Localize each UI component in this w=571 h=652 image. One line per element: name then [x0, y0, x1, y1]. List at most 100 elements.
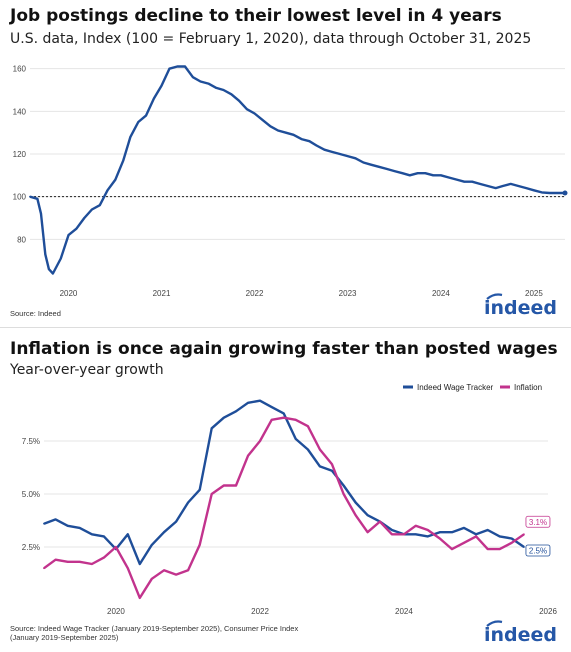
data-point [323, 148, 326, 151]
data-point [401, 172, 404, 175]
data-point [424, 172, 427, 175]
data-point [463, 527, 465, 529]
svg-text:indeed: indeed [484, 624, 557, 646]
data-point [138, 596, 141, 599]
data-point [210, 427, 213, 430]
data-point [339, 153, 341, 155]
data-point [439, 174, 442, 177]
data-point [285, 131, 287, 134]
data-point [282, 412, 285, 415]
y-tick-label: 80 [17, 235, 26, 244]
x-tick-label: 2024 [395, 607, 413, 616]
end-point-marker [562, 190, 568, 196]
data-point [346, 155, 349, 158]
data-point [486, 185, 489, 187]
data-point [294, 437, 297, 440]
data-point [426, 535, 429, 538]
data-point [523, 546, 525, 548]
data-point [475, 535, 477, 538]
data-point [319, 465, 321, 468]
data-point [366, 531, 369, 534]
data-point [29, 195, 31, 198]
data-point [150, 543, 153, 546]
data-point [414, 533, 417, 536]
data-point [451, 548, 453, 551]
data-point [354, 501, 357, 504]
data-point [115, 546, 117, 548]
chart-panel-inflation-wages: Inflation is once again growing faster t… [0, 330, 571, 652]
data-point [52, 272, 54, 275]
data-point [67, 234, 70, 236]
data-point [426, 529, 429, 531]
data-point [486, 548, 489, 551]
data-point [122, 159, 125, 162]
data-point [390, 529, 393, 531]
data-point [259, 399, 261, 402]
data-point [163, 531, 165, 534]
data-point [525, 187, 528, 190]
data-point [294, 418, 297, 421]
data-point [210, 493, 213, 495]
data-point [277, 129, 279, 132]
svg-text:indeed: indeed [484, 297, 557, 319]
data-point [207, 82, 210, 85]
data-point [187, 569, 189, 572]
data-point [66, 560, 69, 563]
data-point [199, 80, 202, 83]
chart-source: Source: Indeed Wage Tracker (January 201… [10, 624, 299, 642]
series-line [29, 65, 565, 275]
data-point [247, 454, 249, 457]
legend-label: Inflation [514, 383, 542, 392]
data-point [235, 410, 237, 413]
y-tick-label: 120 [13, 150, 27, 159]
data-point [78, 527, 81, 529]
y-tick-label: 160 [13, 65, 27, 74]
data-point [509, 182, 512, 185]
data-point [145, 114, 147, 117]
data-point [59, 257, 62, 260]
y-tick-label: 100 [13, 193, 27, 202]
data-point [498, 548, 501, 551]
data-point [40, 212, 42, 215]
data-point [36, 197, 39, 200]
data-point [315, 144, 318, 147]
data-point [478, 182, 481, 185]
data-point [75, 227, 78, 230]
data-point [292, 133, 295, 136]
data-point [510, 541, 513, 544]
x-tick-label: 2026 [539, 607, 557, 616]
x-tick-label: 2020 [60, 289, 78, 298]
data-point [307, 425, 309, 428]
legend-label: Indeed Wage Tracker [417, 383, 494, 392]
data-point [331, 150, 333, 153]
data-point [126, 567, 129, 570]
data-point [378, 165, 380, 168]
data-point [475, 533, 477, 536]
end-value-box [525, 515, 551, 528]
data-point [307, 448, 309, 451]
data-point [366, 514, 369, 517]
data-point [198, 543, 201, 546]
data-point [54, 558, 57, 561]
data-point [222, 484, 225, 487]
x-tick-label: 2021 [153, 289, 171, 298]
data-point [261, 118, 264, 121]
data-point [222, 416, 225, 419]
data-point [501, 185, 504, 187]
data-point [43, 567, 45, 570]
data-point [354, 514, 357, 517]
data-point [370, 163, 372, 166]
data-point [447, 176, 450, 179]
data-point [438, 531, 441, 534]
data-point [270, 418, 273, 421]
y-tick-label: 5.0% [22, 490, 40, 499]
data-point [523, 533, 525, 536]
data-point [432, 174, 435, 177]
x-tick-label: 2020 [107, 607, 125, 616]
data-point [230, 93, 233, 96]
data-point [47, 268, 50, 271]
data-point [540, 191, 543, 194]
data-point [66, 524, 69, 527]
data-point [78, 560, 81, 563]
indeed-logo: indeed [484, 292, 564, 319]
